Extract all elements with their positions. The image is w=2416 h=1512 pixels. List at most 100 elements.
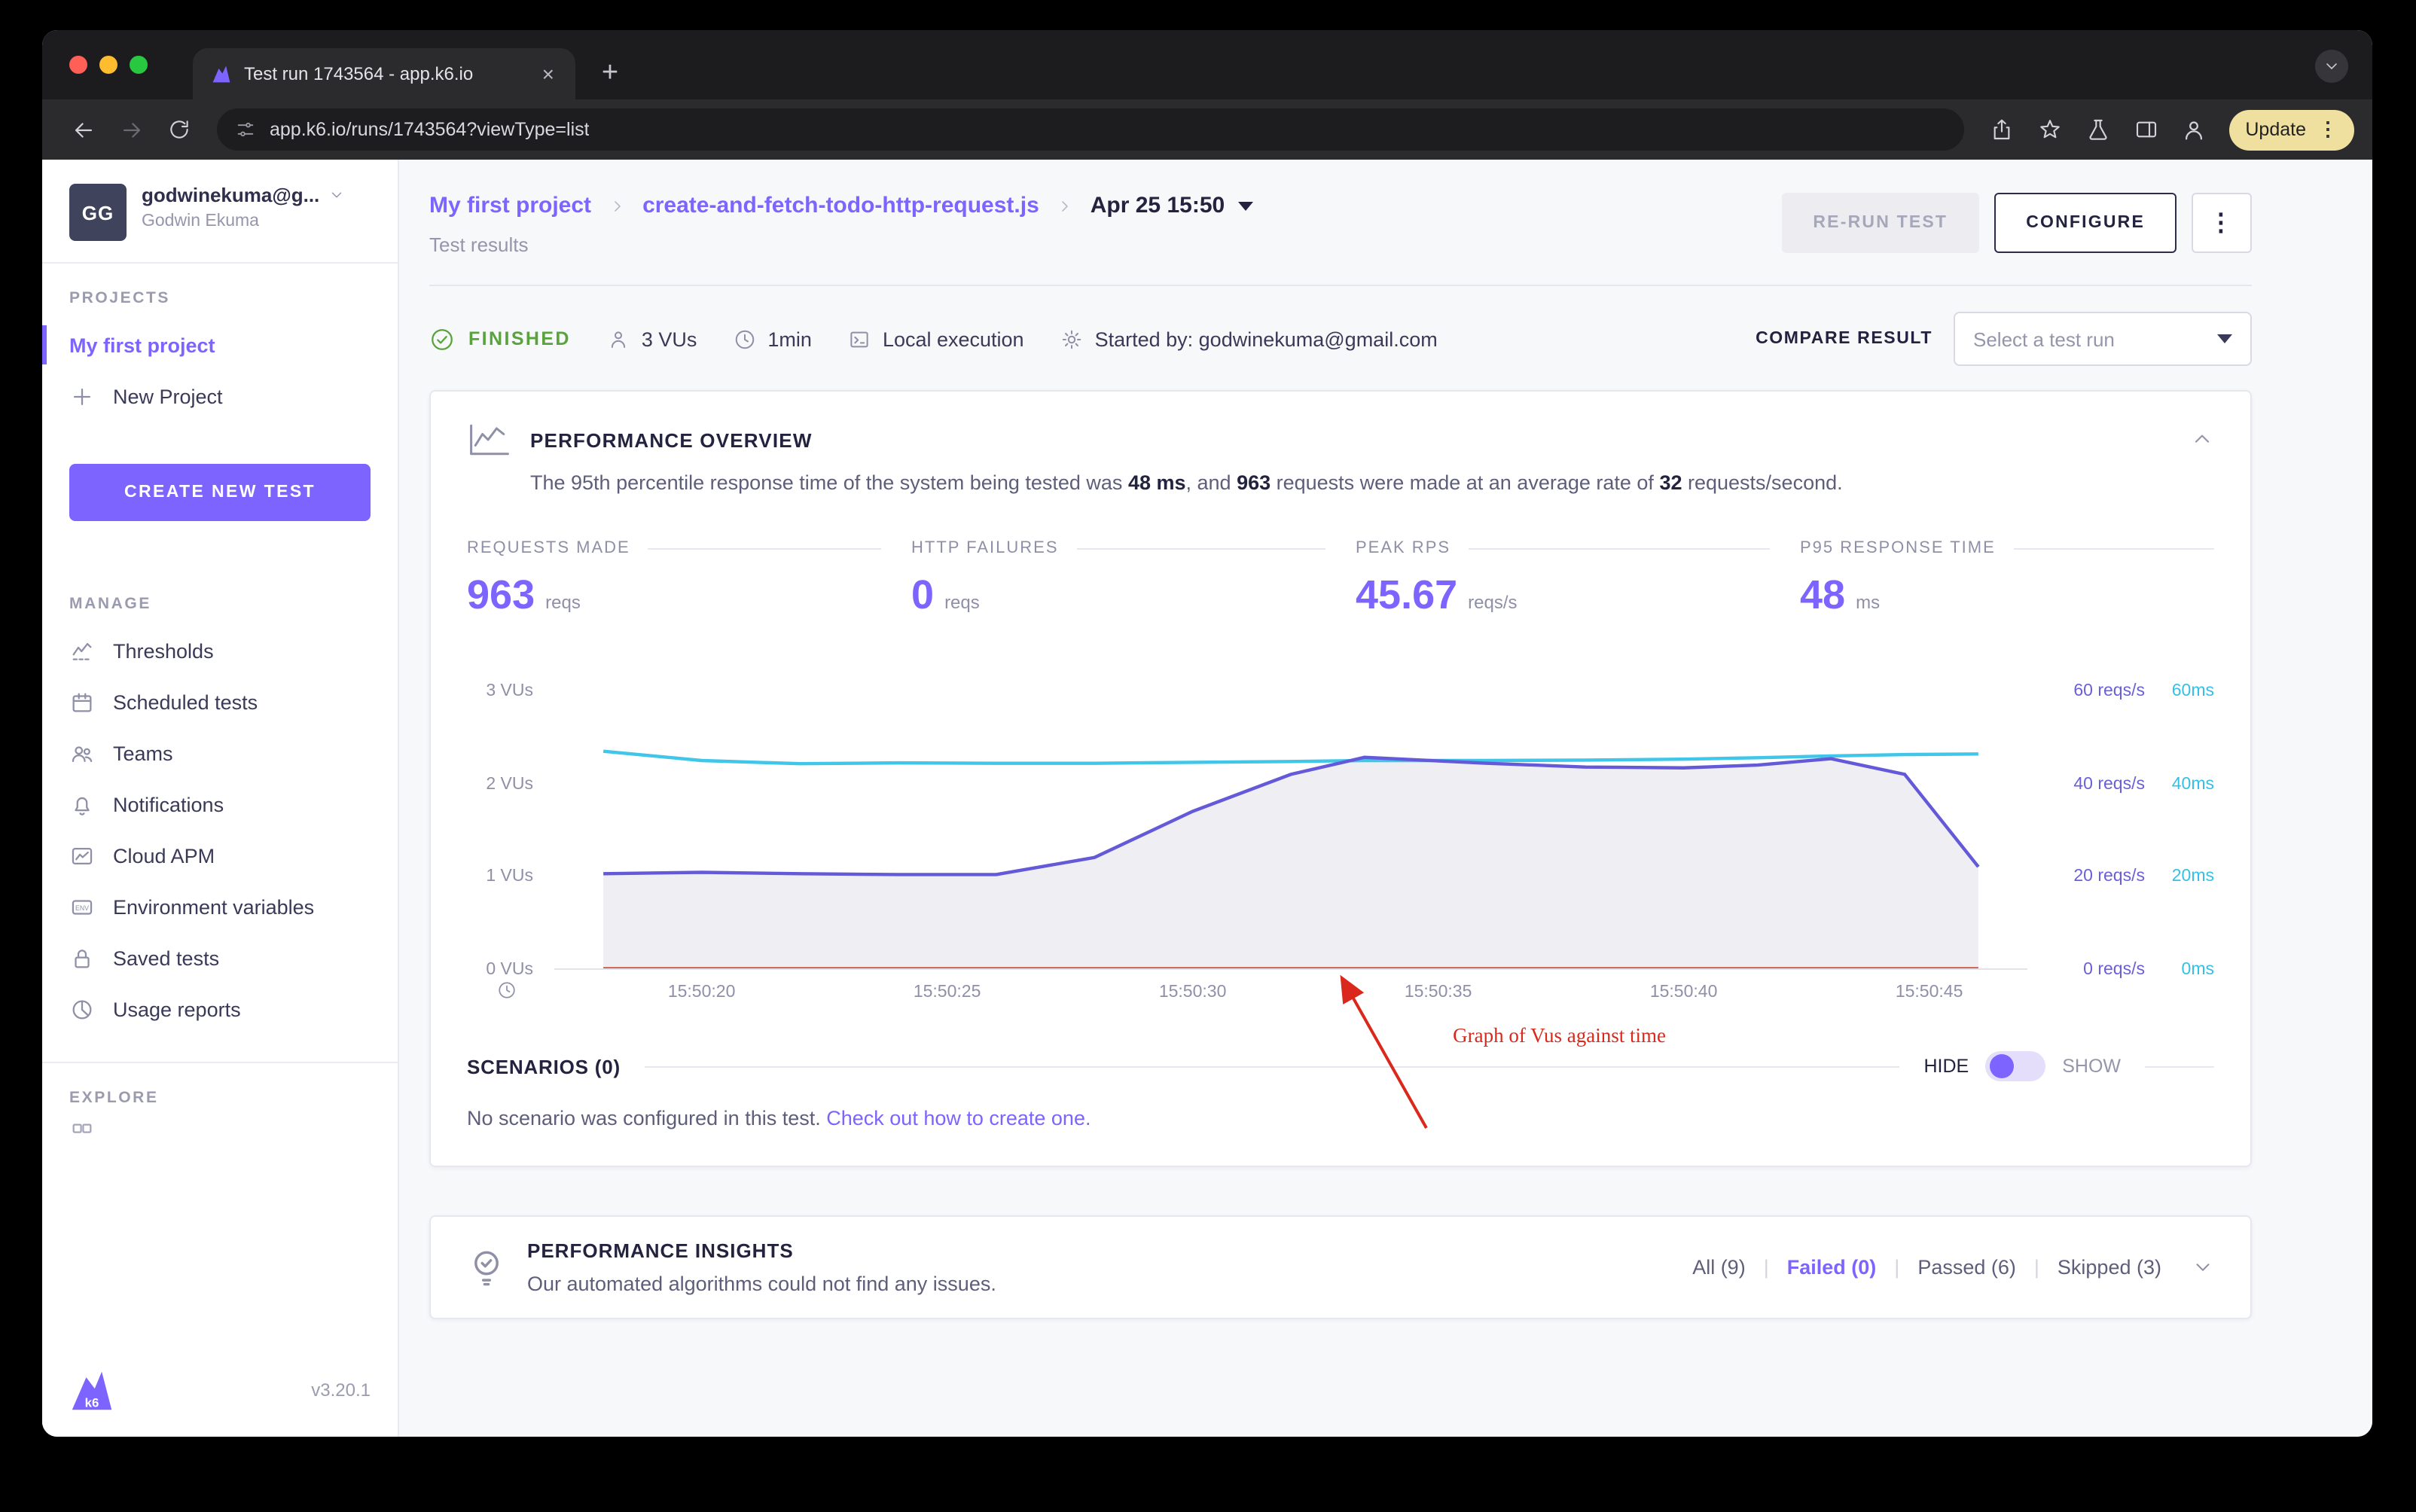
sidebar-item-label: Scheduled tests	[113, 690, 258, 713]
compare-result: COMPARE RESULT Select a test run	[1756, 312, 2252, 366]
sidebar-item-my-first-project[interactable]: My first project	[42, 319, 398, 370]
fullscreen-window-button[interactable]	[130, 56, 148, 74]
close-window-button[interactable]	[69, 56, 87, 74]
sidebar-item-saved-tests[interactable]: Saved tests	[42, 932, 398, 983]
chevron-right-icon	[614, 200, 620, 211]
lightbulb-check-icon	[474, 1250, 499, 1285]
sidebar-item-scheduled-tests[interactable]: Scheduled tests	[42, 676, 398, 727]
explore-section-label: EXPLORE	[69, 1089, 159, 1107]
projects-section-label: PROJECTS	[69, 289, 170, 307]
more-options-button[interactable]: ⋮	[2192, 193, 2252, 253]
sidebar-item-cloud-apm[interactable]: Cloud APM	[42, 830, 398, 881]
status-vus: 3 VUs	[607, 328, 697, 350]
performance-overview-card: PERFORMANCE OVERVIEW The 95th percentile…	[429, 390, 2252, 1167]
browser-tab[interactable]: Test run 1743564 - app.k6.io ×	[193, 48, 575, 99]
sidebar-item-label: Environment variables	[113, 895, 315, 918]
performance-chart-area: 3 VUs 2 VUs 1 VUs 0 VUs	[467, 682, 2214, 1129]
manage-section-label: MANAGE	[69, 595, 151, 613]
filter-skipped[interactable]: Skipped (3)	[2057, 1256, 2161, 1279]
breadcrumb: My first project create-and-fetch-todo-h…	[429, 193, 1254, 218]
sidebar-item-environment-variables[interactable]: ENV Environment variables	[42, 881, 398, 932]
k6-logo-text: k6	[85, 1396, 99, 1410]
sidebar: GG godwinekuma@g... Godwin Ekuma PROJECT…	[42, 160, 399, 1437]
status-finished-label: FINISHED	[468, 328, 571, 349]
header-actions: RE-RUN TEST CONFIGURE ⋮	[1781, 193, 2252, 253]
bell-icon	[75, 796, 90, 815]
side-panel-button[interactable]	[2123, 107, 2168, 152]
star-icon	[2039, 120, 2060, 139]
back-icon	[74, 122, 92, 137]
run-timestamp: Apr 25 15:50	[1090, 193, 1225, 218]
tab-title: Test run 1743564 - app.k6.io	[244, 63, 474, 84]
sidebar-item-usage-reports[interactable]: Usage reports	[42, 983, 398, 1035]
tab-close-icon[interactable]: ×	[541, 62, 554, 86]
status-started-by-label: Started by: godwinekuma@gmail.com	[1094, 328, 1438, 350]
extensions-button[interactable]	[2075, 107, 2120, 152]
hide-show-toggle[interactable]	[1985, 1051, 2046, 1081]
k6-logo: k6	[72, 1371, 112, 1410]
bookmark-button[interactable]	[2027, 107, 2072, 152]
teams-icon	[72, 745, 93, 762]
create-scenario-link[interactable]: Check out how to create one.	[826, 1107, 1091, 1129]
address-bar[interactable]: app.k6.io/runs/1743564?viewType=list	[217, 108, 1964, 151]
performance-chart	[554, 691, 2027, 968]
reload-button[interactable]	[157, 107, 202, 152]
new-project-label: New Project	[113, 385, 223, 407]
tab-search-button[interactable]	[2315, 50, 2348, 83]
configure-button[interactable]: CONFIGURE	[1994, 193, 2177, 253]
y-axis-vus: 3 VUs 2 VUs 1 VUs 0 VUs	[486, 682, 533, 979]
compare-result-label: COMPARE RESULT	[1756, 330, 1932, 348]
account-name: Godwin Ekuma	[142, 212, 259, 230]
chevron-right-icon	[1061, 200, 1068, 211]
toggle-knob	[1990, 1054, 2015, 1078]
filter-failed[interactable]: Failed (0)	[1786, 1256, 1877, 1279]
sidebar-item-clipped[interactable]	[42, 1119, 398, 1170]
status-vus-label: 3 VUs	[641, 328, 697, 350]
rerun-test-button[interactable]: RE-RUN TEST	[1781, 193, 1980, 253]
sidebar-item-notifications[interactable]: Notifications	[42, 779, 398, 830]
caret-down-icon	[1238, 201, 1254, 210]
sidebar-item-new-project[interactable]: New Project	[42, 370, 398, 422]
usage-reports-icon	[72, 999, 92, 1019]
minimize-window-button[interactable]	[99, 56, 117, 74]
share-button[interactable]	[1978, 107, 2024, 152]
sidebar-item-label: Cloud APM	[113, 844, 215, 867]
create-new-test-button[interactable]: CREATE NEW TEST	[69, 464, 371, 521]
sidebar-item-teams[interactable]: Teams	[42, 727, 398, 779]
avatar: GG	[69, 184, 127, 241]
forward-button[interactable]	[108, 107, 154, 152]
y-axis-rate-and-ms: 60 reqs/s 60ms 40 reqs/s 40ms 20 reqs/s 20m…	[2073, 682, 2214, 979]
metric-http-failures: HTTP FAILURES 0 reqs	[911, 539, 1325, 619]
breadcrumb-script-link[interactable]: create-and-fetch-todo-http-request.js	[642, 193, 1039, 218]
chevron-down-icon	[332, 192, 342, 198]
show-label[interactable]: SHOW	[2062, 1056, 2121, 1077]
new-tab-button[interactable]: +	[601, 57, 619, 89]
status-execution: Local execution	[848, 328, 1024, 350]
clock-icon	[735, 329, 754, 349]
overview-title: PERFORMANCE OVERVIEW	[530, 428, 813, 451]
back-button[interactable]	[60, 107, 105, 152]
browser-window: Test run 1743564 - app.k6.io × + app.k6.…	[42, 30, 2372, 1437]
update-label: Update	[2245, 119, 2306, 140]
time-axis-clock-icon	[499, 982, 515, 998]
profile-button[interactable]	[2171, 107, 2216, 152]
compare-test-run-select[interactable]: Select a test run	[1954, 312, 2252, 366]
filter-all[interactable]: All (9)	[1692, 1256, 1746, 1279]
hide-label[interactable]: HIDE	[1923, 1056, 1969, 1077]
sidebar-item-thresholds[interactable]: Thresholds	[42, 625, 398, 676]
scenarios-title: SCENARIOS (0)	[467, 1055, 621, 1078]
browser-update-button[interactable]: Update ⋮	[2228, 109, 2354, 150]
thresholds-icon	[72, 642, 92, 660]
expand-chevron-down-icon[interactable]	[2192, 1256, 2214, 1279]
sidebar-item-label: Usage reports	[113, 998, 241, 1020]
status-duration-label: 1min	[767, 328, 812, 350]
breadcrumb-run-selector[interactable]: Apr 25 15:50	[1090, 193, 1254, 218]
scenarios-header: SCENARIOS (0) HIDE SHOW	[467, 1051, 2214, 1081]
filter-passed[interactable]: Passed (6)	[1917, 1256, 2016, 1279]
account-switcher[interactable]: GG godwinekuma@g... Godwin Ekuma	[42, 160, 398, 262]
gear-icon	[1062, 329, 1081, 349]
collapse-chevron-up-icon[interactable]	[2190, 428, 2214, 452]
breadcrumb-project-link[interactable]: My first project	[429, 193, 592, 218]
main-content: My first project create-and-fetch-todo-h…	[399, 160, 2372, 1437]
